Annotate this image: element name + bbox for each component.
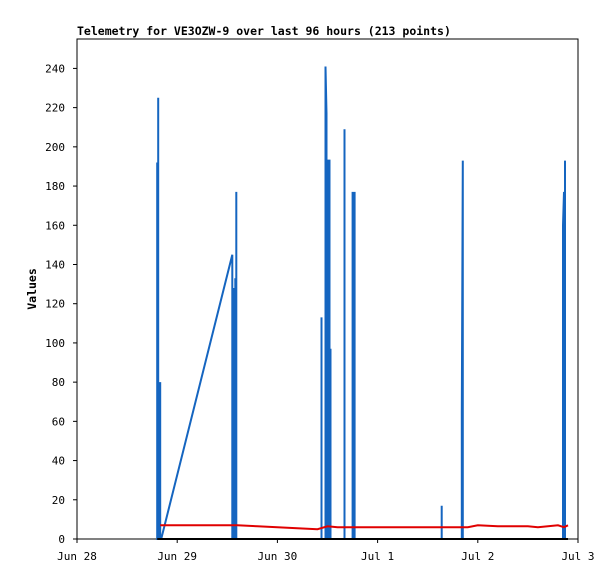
series-line-2 [160,524,569,531]
x-tick-label: Jun 28 [57,550,97,563]
y-tick-label: 240 [45,62,65,75]
x-tick-label: Jun 30 [258,550,298,563]
series-layer [156,66,569,540]
y-tick-label: 160 [45,219,65,232]
y-tick-label: 0 [58,533,65,546]
y-tick-label: 20 [52,494,65,507]
y-tick-label: 200 [45,141,65,154]
y-axis: 0 20 40 60 80 100 120 140 160 180 200 220 240 [45,62,77,546]
y-axis-label: Values [25,268,39,310]
y-tick-label: 220 [45,102,65,115]
y-tick-label: 100 [45,337,65,350]
x-tick-label: Jun 29 [157,550,197,563]
y-tick-label: 180 [45,180,65,193]
y-tick-label: 60 [52,415,65,428]
series-line-1 [156,66,566,540]
x-tick-label: Jul 3 [561,550,594,563]
x-tick-label: Jul 2 [461,550,494,563]
y-tick-label: 120 [45,298,65,311]
x-tick-label: Jul 1 [361,550,394,563]
y-tick-label: 140 [45,258,65,271]
x-axis: Jun 28 Jun 29 Jun 30 Jul 1 Jul 2 Jul 3 [57,539,595,563]
y-tick-label: 40 [52,455,65,468]
chart-title: Telemetry for VE3OZW-9 over last 96 hour… [77,24,451,38]
y-tick-label: 80 [52,376,65,389]
